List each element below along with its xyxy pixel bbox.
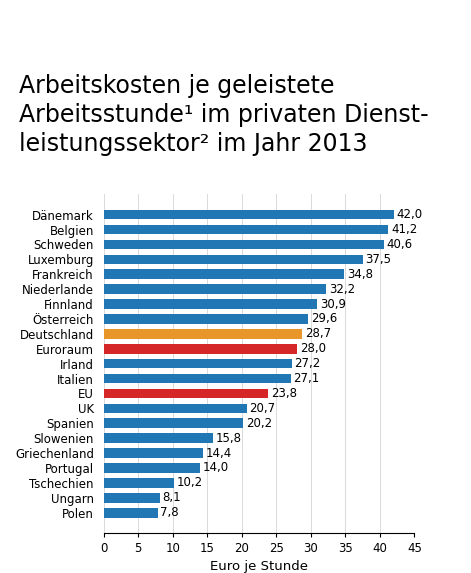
Bar: [104, 418, 243, 428]
Bar: [104, 240, 384, 249]
Text: 30,9: 30,9: [320, 297, 346, 311]
Text: 28,7: 28,7: [305, 327, 331, 340]
Text: 20,7: 20,7: [249, 402, 276, 415]
Text: Arbeitskosten je geleistete
Arbeitsstunde¹ im privaten Dienst-
leistungssektor² : Arbeitskosten je geleistete Arbeitsstund…: [19, 74, 429, 156]
Bar: [104, 254, 363, 264]
Text: 14,0: 14,0: [203, 461, 229, 474]
Text: 20,2: 20,2: [246, 417, 272, 430]
Bar: [104, 359, 292, 368]
Text: 29,6: 29,6: [311, 312, 337, 325]
Text: 15,8: 15,8: [216, 431, 242, 445]
Text: 23,8: 23,8: [271, 387, 297, 400]
Bar: [104, 269, 344, 279]
Bar: [104, 478, 174, 488]
Text: 42,0: 42,0: [397, 208, 422, 221]
Text: 14,4: 14,4: [206, 446, 232, 460]
Bar: [104, 388, 268, 398]
Text: 7,8: 7,8: [160, 506, 179, 519]
Text: 8,1: 8,1: [162, 491, 181, 504]
Bar: [104, 225, 388, 234]
Bar: [104, 299, 317, 309]
Text: 32,2: 32,2: [329, 282, 355, 296]
Text: 27,2: 27,2: [294, 357, 321, 370]
Bar: [104, 463, 200, 473]
Text: 41,2: 41,2: [391, 223, 417, 236]
Bar: [104, 344, 297, 354]
Bar: [104, 493, 160, 503]
Text: 40,6: 40,6: [387, 238, 413, 251]
Bar: [104, 374, 291, 383]
Text: 37,5: 37,5: [365, 253, 391, 266]
Bar: [104, 433, 213, 443]
Bar: [104, 210, 394, 219]
Bar: [104, 508, 157, 517]
Bar: [104, 284, 326, 294]
X-axis label: Euro je Stunde: Euro je Stunde: [210, 560, 308, 573]
Bar: [104, 329, 302, 339]
Text: 27,1: 27,1: [293, 372, 320, 385]
Bar: [104, 448, 203, 458]
Bar: [104, 403, 247, 413]
Text: 28,0: 28,0: [300, 342, 326, 355]
Text: 10,2: 10,2: [177, 476, 203, 489]
Text: 34,8: 34,8: [347, 268, 373, 281]
Bar: [104, 314, 308, 324]
